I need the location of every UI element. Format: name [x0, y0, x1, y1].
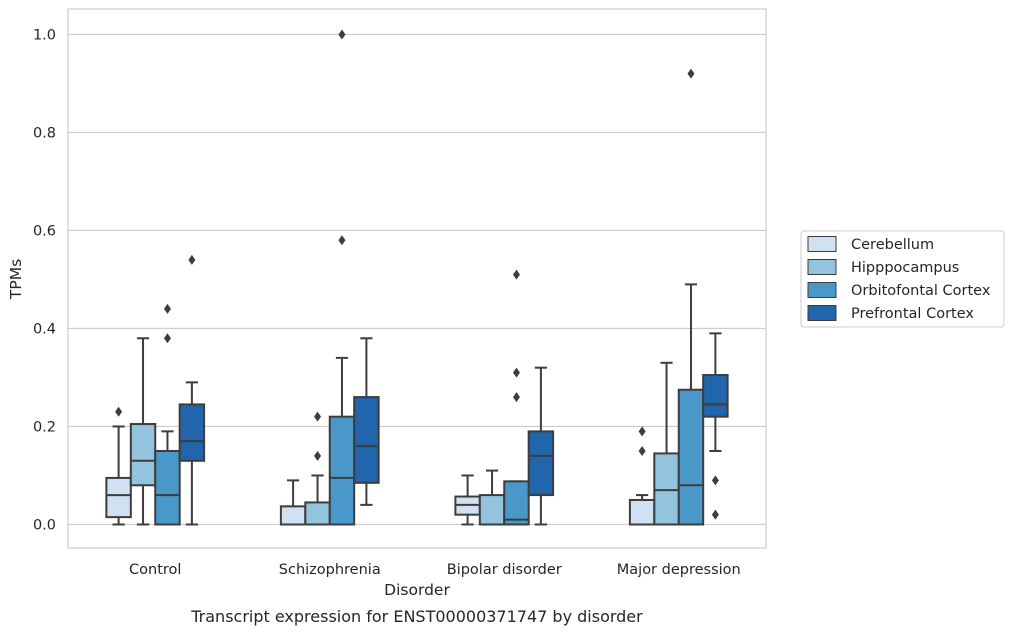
y-tick-label: 1.0	[33, 27, 56, 43]
y-tick-label: 0.6	[33, 223, 56, 239]
box-body	[353, 396, 380, 484]
box-body	[677, 388, 705, 526]
outlier-point	[638, 445, 646, 456]
outlier-point	[338, 235, 346, 246]
box-2-1	[478, 469, 506, 526]
box-body	[653, 452, 680, 526]
box-1-1	[304, 411, 331, 526]
box-body	[279, 505, 307, 526]
box-0-1	[129, 337, 157, 526]
box-2-2	[503, 269, 530, 526]
box-1-2	[328, 29, 356, 526]
plot-frame	[67, 8, 767, 549]
outlier-point	[163, 303, 171, 314]
x-tick-label: Schizophrenia	[279, 562, 381, 578]
y-tick-label: 0.2	[33, 419, 56, 435]
box-0-2	[154, 303, 181, 526]
outlier-point	[188, 254, 196, 265]
box-body	[105, 476, 132, 519]
outlier-point	[314, 411, 322, 422]
box-body	[129, 423, 157, 487]
x-tick-labels: Control Schizophrenia Bipolar disorder Majo…	[129, 562, 741, 578]
box-body	[503, 480, 530, 526]
outlier-point	[512, 367, 520, 378]
box-body	[178, 403, 206, 462]
y-tick-label: 0.0	[33, 517, 56, 533]
x-tick-label: Control	[129, 562, 181, 578]
box-body	[478, 494, 506, 526]
box-2-0	[454, 474, 481, 526]
box-0-0	[105, 406, 132, 526]
y-axis-label: TPMs	[7, 259, 25, 300]
legend-label: Orbitofontal Cortex	[851, 283, 991, 299]
legend-swatch	[807, 259, 837, 275]
outlier-point	[338, 29, 346, 40]
outlier-point	[512, 392, 520, 403]
outlier-point	[638, 426, 646, 437]
outlier-point	[163, 333, 171, 344]
x-tick-label: Major depression	[617, 562, 741, 578]
outlier-point	[512, 269, 520, 280]
box-1-0	[279, 479, 307, 526]
legend-frame	[800, 230, 1005, 328]
box-body	[702, 374, 729, 418]
box-0-3	[178, 254, 206, 526]
box-2-3	[527, 366, 555, 526]
legend-swatch	[807, 305, 837, 321]
box-groups	[105, 29, 729, 526]
box-3-2	[677, 68, 705, 526]
legend-label: Prefrontal Cortex	[851, 306, 974, 322]
legend-swatch	[807, 282, 837, 298]
box-body	[304, 501, 331, 526]
box-body	[527, 430, 555, 497]
box-body	[628, 498, 656, 526]
outlier-point	[711, 509, 719, 520]
outlier-point	[711, 475, 719, 486]
x-tick-label: Bipolar disorder	[447, 562, 562, 578]
outlier-point	[115, 406, 123, 417]
legend-label: Cerebellum	[851, 237, 934, 253]
chart-caption: Transcript expression for ENST0000037174…	[190, 607, 643, 626]
box-3-0	[628, 426, 656, 526]
outlier-point	[687, 68, 695, 79]
box-3-1	[653, 361, 680, 526]
y-tick-labels: 0.0 0.2 0.4 0.6 0.8 1.0	[33, 27, 56, 533]
box-3-3	[702, 332, 729, 520]
box-1-3	[353, 337, 380, 506]
legend-label: Hipppocampus	[851, 260, 959, 276]
legend: Cerebellum Hipppocampus Orbitofontal Corte…	[800, 230, 1005, 328]
y-tick-label: 0.8	[33, 125, 56, 141]
y-tick-label: 0.4	[33, 321, 56, 337]
outlier-point	[314, 450, 322, 461]
box-body	[154, 449, 181, 526]
x-axis-label: Disorder	[384, 581, 450, 599]
box-body	[328, 415, 356, 526]
legend-swatch	[807, 236, 837, 252]
